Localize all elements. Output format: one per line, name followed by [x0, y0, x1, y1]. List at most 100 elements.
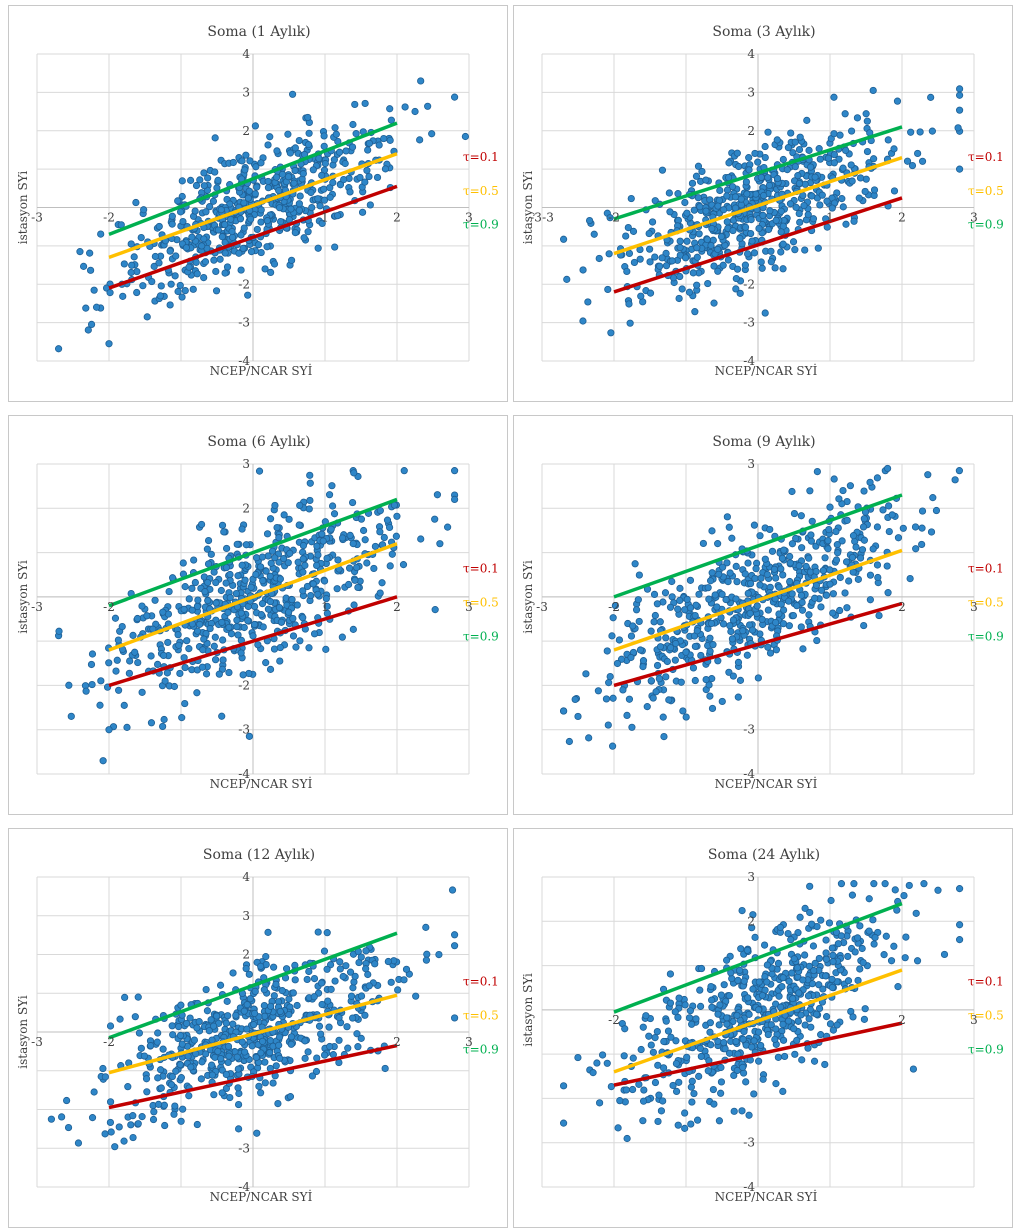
data-point [284, 173, 293, 181]
data-point [278, 987, 286, 995]
data-point [822, 949, 830, 957]
data-point [185, 595, 193, 603]
data-point [137, 233, 145, 242]
data-point [879, 506, 887, 514]
data-point [832, 556, 841, 564]
data-point [833, 1021, 841, 1029]
data-point [746, 609, 754, 617]
data-point [798, 598, 806, 607]
data-point [696, 1002, 705, 1010]
data-point [114, 636, 122, 644]
data-point [639, 663, 647, 671]
data-point [797, 591, 806, 599]
data-point [365, 172, 373, 181]
data-point [304, 141, 313, 149]
data-point [714, 1010, 722, 1018]
data-point [222, 579, 230, 587]
data-point [805, 554, 813, 562]
data-point [625, 300, 633, 308]
data-point [174, 197, 182, 205]
data-point [86, 249, 94, 257]
data-point [150, 262, 158, 270]
data-point [708, 527, 716, 535]
quantile-label: τ=0.9 [463, 630, 499, 644]
data-point [288, 90, 297, 98]
data-point [234, 631, 242, 639]
data-point [192, 258, 200, 266]
data-point [170, 682, 179, 691]
data-point [174, 287, 182, 296]
data-point [299, 541, 308, 550]
data-point [153, 1038, 161, 1046]
data-point [387, 978, 395, 986]
data-point [315, 1022, 324, 1030]
data-point [796, 133, 804, 141]
data-point [676, 584, 684, 592]
data-point [257, 218, 265, 226]
y-axis-title: istasyon SYi [16, 171, 30, 245]
data-point [361, 178, 369, 186]
data-point [842, 558, 851, 566]
y-axis-title: istasyon SYi [521, 973, 535, 1047]
x-tick-label: 3 [465, 1035, 473, 1049]
data-point [955, 85, 964, 93]
data-point [629, 622, 637, 630]
data-point [242, 151, 250, 159]
data-point [133, 267, 141, 276]
data-point [694, 162, 703, 170]
data-point [658, 254, 666, 262]
data-point [743, 946, 752, 954]
data-point [412, 992, 420, 1000]
data-point [778, 554, 786, 562]
data-point [845, 577, 853, 585]
data-point [830, 475, 838, 483]
data-point [683, 209, 691, 217]
data-point [291, 144, 299, 152]
data-point [333, 585, 341, 593]
data-point [185, 1092, 193, 1100]
y-tick-label: 2 [747, 124, 755, 138]
data-point [241, 1048, 249, 1056]
data-point [792, 534, 800, 543]
data-point [745, 1010, 753, 1018]
data-point [357, 1034, 365, 1042]
quantile-line [613, 968, 903, 1074]
data-point [801, 904, 809, 912]
data-point [216, 255, 224, 263]
data-point [609, 614, 617, 622]
scatter-chart: Soma (3 Aylık)432-2-3-4-3 -3 -2 1 2 3NCEP/NCA… [521, 24, 1004, 378]
data-point [247, 248, 256, 256]
y-axis-title: istasyon SYi [16, 560, 30, 634]
data-point [88, 650, 97, 658]
data-point [213, 1012, 221, 1020]
data-point [450, 495, 459, 504]
data-point [744, 559, 752, 567]
data-point [232, 1011, 240, 1019]
data-point [574, 712, 582, 721]
data-point [692, 1015, 700, 1023]
data-point [873, 474, 881, 482]
data-point [143, 1088, 151, 1096]
data-point [740, 977, 748, 985]
data-point [314, 195, 322, 203]
data-point [187, 1063, 195, 1071]
data-point [275, 1041, 283, 1049]
data-point [84, 326, 92, 334]
data-point [330, 156, 338, 164]
data-point [251, 1009, 259, 1017]
data-point [292, 643, 300, 651]
data-point [676, 243, 684, 252]
data-point [772, 1025, 780, 1033]
data-point [184, 1052, 192, 1060]
data-point [809, 942, 818, 950]
data-point [609, 694, 617, 702]
data-point [284, 130, 292, 138]
data-point [795, 562, 803, 570]
y-tick-label: -3 [743, 1136, 755, 1150]
data-point [318, 530, 326, 538]
data-point [196, 176, 204, 184]
data-point [899, 524, 907, 532]
data-point [627, 194, 635, 203]
data-point [137, 1044, 145, 1052]
data-point [737, 195, 745, 203]
